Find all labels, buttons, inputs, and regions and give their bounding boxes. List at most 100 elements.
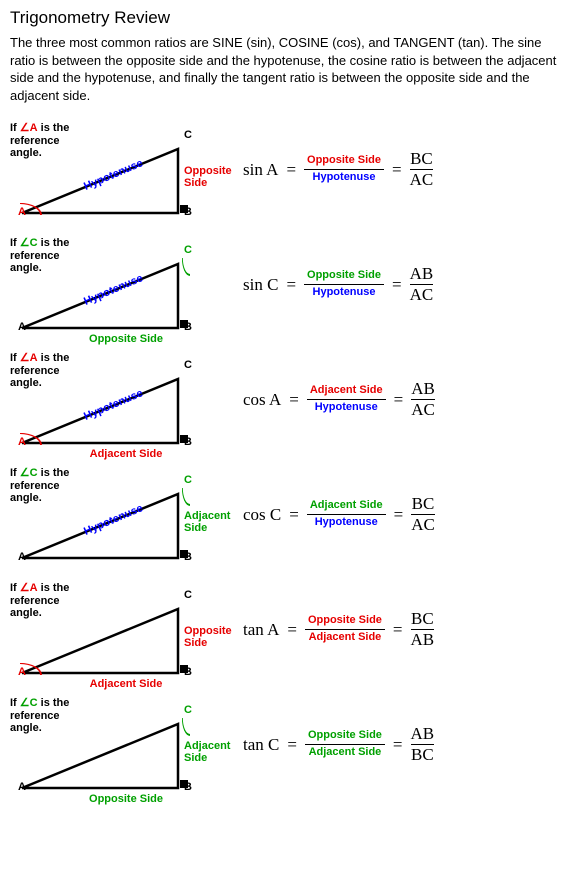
bottom-side-label: Adjacent Side	[66, 678, 186, 690]
function-label: sin A	[243, 160, 278, 180]
ratio-fraction: Opposite SideAdjacent Side	[305, 614, 385, 645]
fraction-numerator: Opposite Side	[305, 614, 385, 629]
vertex-a: A	[18, 781, 26, 793]
fraction-denominator: Hypotenuse	[310, 170, 379, 185]
vertex-c: C	[184, 359, 192, 371]
triangle: ABCHypotenuseAdjacentSide	[20, 488, 190, 560]
side-fraction: AB BC	[411, 725, 435, 764]
function-label: sin C	[243, 275, 278, 295]
function-label: cos A	[243, 390, 281, 410]
equals-sign: =	[390, 160, 404, 180]
fraction-numerator: AB	[410, 265, 434, 283]
fraction-denominator: AC	[410, 171, 434, 189]
vertex-c: C	[184, 704, 192, 716]
equals-sign: =	[392, 505, 406, 525]
diagram: If ∠A is thereferenceangle.ABCHypotenuse…	[10, 122, 235, 217]
equals-sign: =	[285, 735, 299, 755]
side-fraction: BCAB	[411, 610, 435, 649]
fraction-denominator: AC	[410, 286, 434, 304]
right-angle-marker	[180, 665, 188, 673]
ratio-fraction: Adjacent SideHypotenuse	[307, 384, 386, 415]
vertex-c: C	[184, 474, 192, 486]
vertex-a: A	[18, 321, 26, 333]
side-fraction: AB AC	[411, 380, 435, 419]
fraction-denominator: Adjacent Side	[306, 745, 385, 760]
function-label: tan C	[243, 735, 279, 755]
bottom-side-label: Adjacent Side	[66, 448, 186, 460]
fraction-denominator: AC	[411, 401, 435, 419]
side-fraction: BCAC	[410, 150, 434, 189]
ratio-fraction: Opposite SideHypotenuse	[304, 269, 384, 300]
triangle: ABCAdjacentSideOpposite Side	[20, 718, 190, 790]
side-fraction: AB AC	[410, 265, 434, 304]
equals-sign: =	[391, 735, 405, 755]
diagram: If ∠C is thereferenceangle.ABCHypotenuse…	[10, 467, 235, 562]
intro-text: The three most common ratios are SINE (s…	[10, 34, 564, 104]
trig-row-4: If ∠A is thereferenceangle.ABCOppositeSi…	[10, 582, 564, 677]
formula: cos A = Adjacent SideHypotenuse = AB AC	[243, 380, 564, 419]
fraction-denominator: Hypotenuse	[310, 285, 379, 300]
trig-row-1: If ∠C is thereferenceangle.ABCHypotenuse…	[10, 237, 564, 332]
ratio-fraction: Opposite SideHypotenuse	[304, 154, 384, 185]
right-side-label: OppositeSide	[184, 625, 244, 649]
diagram: If ∠A is thereferenceangle.ABCHypotenuse…	[10, 352, 235, 447]
equals-sign: =	[391, 620, 405, 640]
trig-row-2: If ∠A is thereferenceangle.ABCHypotenuse…	[10, 352, 564, 447]
fraction-numerator: AB	[411, 725, 435, 743]
fraction-denominator: BC	[411, 746, 434, 764]
reference-arc	[182, 258, 190, 276]
formula: tan C = Opposite SideAdjacent Side = AB BC	[243, 725, 564, 764]
equals-sign: =	[392, 390, 406, 410]
formula: tan A = Opposite SideAdjacent Side = BCAB	[243, 610, 564, 649]
formula: sin A = Opposite SideHypotenuse = BCAC	[243, 150, 564, 189]
right-side-label: OppositeSide	[184, 165, 244, 189]
equals-sign: =	[284, 275, 298, 295]
fraction-denominator: Adjacent Side	[306, 630, 385, 645]
formula: cos C = Adjacent SideHypotenuse = BC AC	[243, 495, 564, 534]
formula: sin C = Opposite SideHypotenuse = AB AC	[243, 265, 564, 304]
reference-arc	[182, 718, 190, 736]
diagram: If ∠C is thereferenceangle.ABCAdjacentSi…	[10, 697, 235, 792]
ratio-fraction: Adjacent SideHypotenuse	[307, 499, 386, 530]
right-angle-marker	[180, 205, 188, 213]
trig-row-0: If ∠A is thereferenceangle.ABCHypotenuse…	[10, 122, 564, 217]
function-label: cos C	[243, 505, 281, 525]
fraction-numerator: Adjacent Side	[307, 384, 386, 399]
rows-container: If ∠A is thereferenceangle.ABCHypotenuse…	[10, 122, 564, 792]
diagram: If ∠A is thereferenceangle.ABCOppositeSi…	[10, 582, 235, 677]
right-angle-marker	[180, 550, 188, 558]
right-angle-marker	[180, 780, 188, 788]
bottom-side-label: Opposite Side	[66, 333, 186, 345]
triangle: ABCHypotenuseOpposite Side	[20, 258, 190, 330]
fraction-numerator: BC	[412, 495, 435, 513]
fraction-numerator: Opposite Side	[304, 154, 384, 169]
triangle: ABCHypotenuseAdjacent Side	[20, 373, 190, 445]
equals-sign: =	[287, 505, 301, 525]
right-angle-marker	[180, 435, 188, 443]
right-side-label: AdjacentSide	[184, 740, 244, 764]
vertex-a: A	[18, 551, 26, 563]
fraction-numerator: Opposite Side	[305, 729, 385, 744]
triangle: ABCHypotenuseOppositeSide	[20, 143, 190, 215]
side-fraction: BC AC	[411, 495, 435, 534]
triangle: ABCOppositeSideAdjacent Side	[20, 603, 190, 675]
bottom-side-label: Opposite Side	[66, 793, 186, 805]
function-label: tan A	[243, 620, 279, 640]
fraction-denominator: AC	[411, 516, 435, 534]
fraction-numerator: AB	[411, 380, 435, 398]
page-title: Trigonometry Review	[10, 8, 564, 28]
fraction-numerator: BC	[411, 610, 434, 628]
right-side-label: AdjacentSide	[184, 510, 244, 534]
equals-sign: =	[285, 620, 299, 640]
vertex-c: C	[184, 244, 192, 256]
right-angle-marker	[180, 320, 188, 328]
equals-sign: =	[390, 275, 404, 295]
ratio-fraction: Opposite SideAdjacent Side	[305, 729, 385, 760]
equals-sign: =	[284, 160, 298, 180]
vertex-c: C	[184, 589, 192, 601]
reference-arc	[182, 488, 190, 506]
fraction-denominator: Hypotenuse	[312, 400, 381, 415]
fraction-denominator: Hypotenuse	[312, 515, 381, 530]
equals-sign: =	[287, 390, 301, 410]
trig-row-3: If ∠C is thereferenceangle.ABCHypotenuse…	[10, 467, 564, 562]
